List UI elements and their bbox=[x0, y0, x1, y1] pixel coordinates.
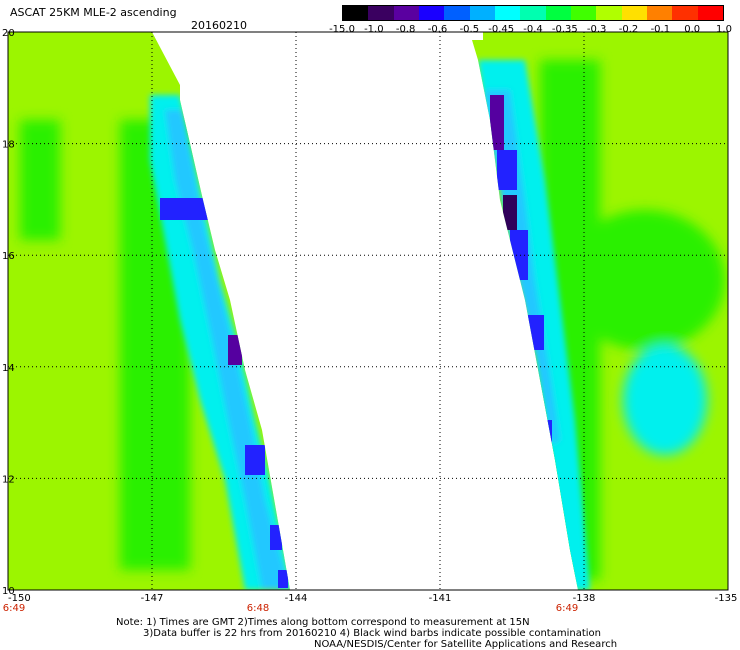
colorbar-label: -0.2 bbox=[618, 24, 639, 35]
map-frame bbox=[7, 31, 729, 591]
colorbar bbox=[342, 5, 724, 21]
pass-time-labels: 6:49 6:48 6:49 bbox=[3, 603, 578, 614]
colorbar-label: -15.0 bbox=[329, 24, 355, 35]
colorbar-label: -0.4 bbox=[523, 24, 543, 35]
latitude-label: 10 bbox=[2, 586, 15, 597]
colorbar-label: -0.5 bbox=[459, 24, 480, 35]
right-green-region bbox=[565, 210, 725, 350]
left-blue-patch-2 bbox=[245, 445, 265, 475]
latitude-label: 12 bbox=[2, 474, 15, 485]
colorbar-swatch bbox=[444, 6, 470, 20]
colorbar-swatch bbox=[494, 6, 521, 20]
graticule bbox=[8, 32, 728, 590]
right-blue-patch-3 bbox=[528, 315, 544, 350]
colorbar-label: -0.6 bbox=[427, 24, 448, 35]
latitude-label: 18 bbox=[2, 140, 15, 151]
left-green-patch bbox=[20, 120, 60, 240]
colorbar-swatch bbox=[520, 6, 546, 20]
colorbar-swatch bbox=[469, 6, 495, 20]
longitude-label: -150 bbox=[8, 593, 31, 604]
right-purple-patch bbox=[490, 95, 504, 150]
latitude-labels: 20 18 16 14 12 10 bbox=[2, 28, 15, 597]
colorbar-swatch bbox=[343, 6, 369, 20]
colorbar-swatch bbox=[672, 6, 698, 20]
colorbar-swatch bbox=[545, 6, 571, 20]
colorbar-swatch bbox=[621, 6, 647, 20]
colorbar-label: 0.0 bbox=[684, 24, 701, 35]
pass-time-label: 6:49 bbox=[556, 603, 578, 614]
longitude-labels: -150 -147 -144 -141 -138 -135 bbox=[8, 593, 737, 604]
product-date: 20160210 bbox=[191, 19, 247, 32]
latitude-label: 14 bbox=[2, 363, 15, 374]
latitude-label: 16 bbox=[2, 251, 15, 262]
colorbar-label: -0.8 bbox=[395, 24, 416, 35]
longitude-label: -135 bbox=[715, 593, 738, 604]
right-swath bbox=[472, 32, 728, 590]
colorbar-swatch bbox=[418, 6, 445, 20]
left-swath bbox=[8, 32, 290, 590]
longitude-label: -141 bbox=[429, 593, 452, 604]
pass-time-label: 6:49 bbox=[3, 603, 25, 614]
colorbar-swatch bbox=[570, 6, 597, 20]
pass-time-label: 6:48 bbox=[247, 603, 269, 614]
left-blue-patch-4 bbox=[278, 570, 288, 588]
colorbar-label: -0.35 bbox=[551, 24, 578, 35]
longitude-label: -147 bbox=[141, 593, 164, 604]
colorbar-swatch bbox=[697, 6, 723, 20]
product-title: ASCAT 25KM MLE-2 ascending bbox=[10, 6, 177, 19]
colorbar-label: -0.3 bbox=[586, 24, 607, 35]
left-blue-patch bbox=[160, 198, 208, 220]
left-purple-patch bbox=[228, 335, 242, 365]
right-blue-patch-4 bbox=[542, 420, 552, 442]
colorbar-label: -0.1 bbox=[650, 24, 671, 35]
colorbar-label: -0.45 bbox=[488, 24, 515, 35]
colorbar-label: 1.0 bbox=[716, 24, 732, 35]
notes-line-3: NOAA/NESDIS/Center for Satellite Applica… bbox=[314, 639, 618, 650]
right-cyan-eddy bbox=[623, 345, 707, 455]
left-blue-patch-3 bbox=[270, 525, 282, 550]
longitude-label: -144 bbox=[285, 593, 308, 604]
right-dark-patch bbox=[503, 195, 517, 230]
colorbar-swatch bbox=[646, 6, 673, 20]
colorbar-swatch bbox=[368, 6, 394, 20]
latitude-label: 20 bbox=[2, 28, 15, 39]
colorbar-swatch bbox=[596, 6, 622, 20]
colorbar-label: -1.0 bbox=[364, 24, 384, 35]
colorbar-swatch bbox=[393, 6, 419, 20]
right-blue-patch bbox=[497, 150, 517, 190]
notes-line-2: 3)Data buffer is 22 hrs from 20160210 4)… bbox=[143, 628, 601, 639]
notes-line-1: Note: 1) Times are GMT 2)Times along bot… bbox=[116, 617, 530, 628]
longitude-label: -138 bbox=[573, 593, 596, 604]
